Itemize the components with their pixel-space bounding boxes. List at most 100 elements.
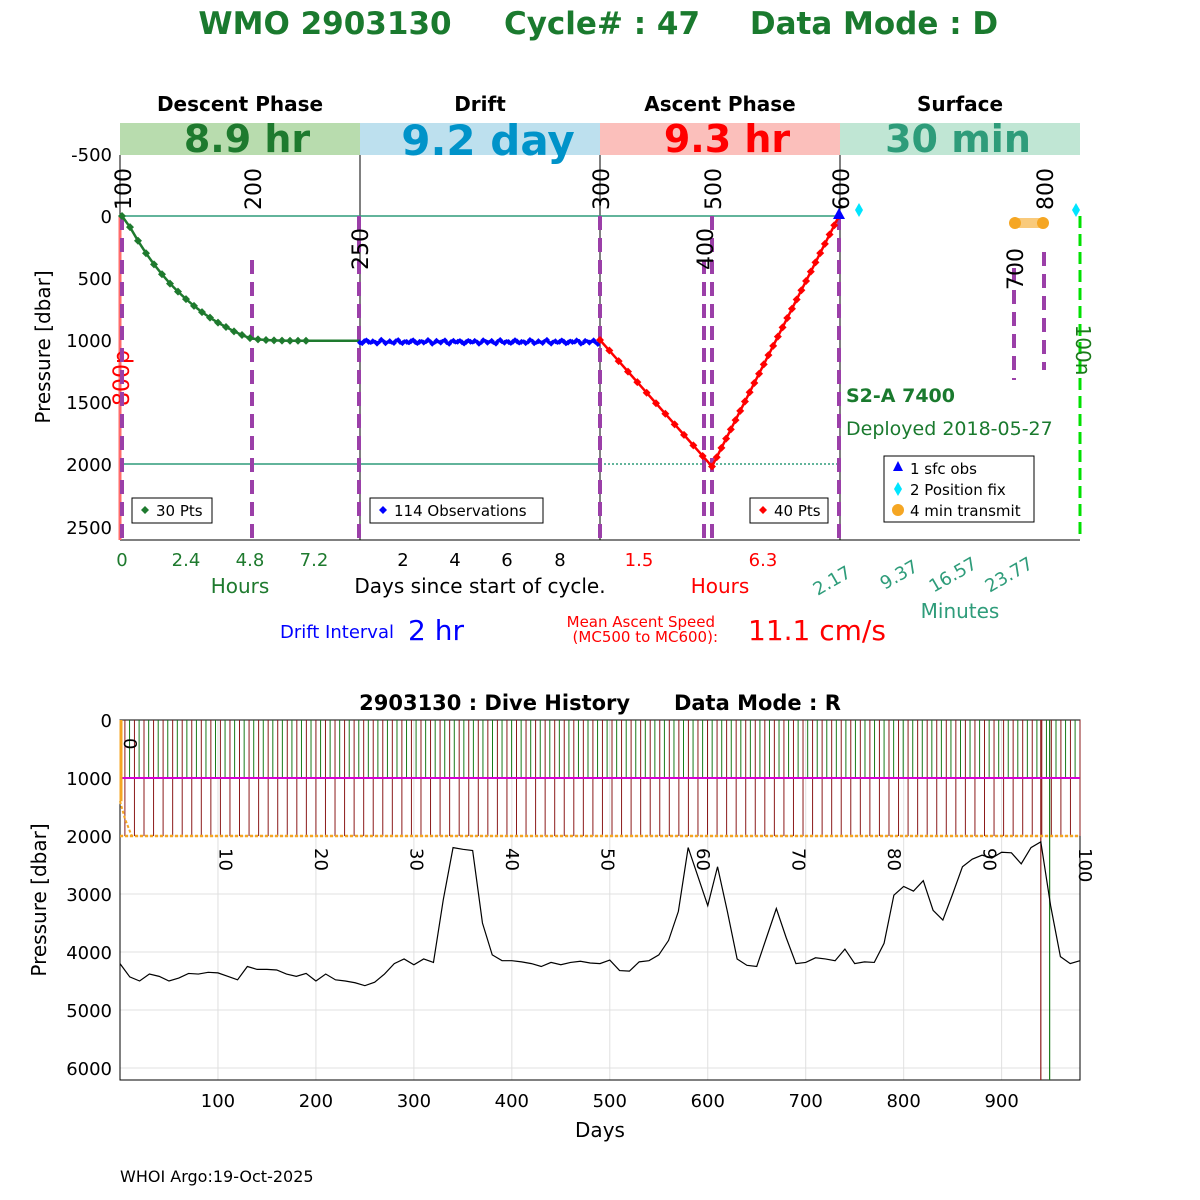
descent-duration-band (120, 123, 360, 155)
drift-point (424, 336, 431, 343)
ascent-point (792, 295, 801, 304)
ascent-point (830, 221, 839, 230)
descent-point (238, 331, 246, 340)
bottom-x-tick-label: 300 (397, 1091, 431, 1112)
mc-label: 300 (590, 168, 615, 210)
bottom-x-tick-label: 700 (789, 1091, 823, 1112)
ascent-point (614, 357, 623, 366)
drift-point (535, 338, 542, 345)
mc-markers (120, 216, 1046, 540)
drift-x-tick: 2 (397, 550, 408, 571)
ascent-point (680, 430, 688, 439)
descent-point (166, 279, 174, 288)
surface-x-tick: 23.77 (982, 553, 1037, 597)
drift-point (543, 336, 550, 343)
ascent-point (624, 367, 632, 376)
title-data-mode: Data Mode : D (750, 6, 998, 42)
descent-legend-text: 30 Pts (156, 502, 203, 520)
bottom-y-tick-label: 4000 (66, 943, 112, 964)
drift-point (373, 340, 380, 347)
drift-point (454, 338, 461, 345)
bottom-y-tick-label: 0 (101, 711, 112, 732)
phase-title-ascent: Ascent Phase (644, 92, 795, 116)
descent-point (254, 335, 262, 344)
ascent-point (820, 239, 829, 248)
bottom-reference-lines (119, 720, 1080, 838)
drift-point (577, 340, 584, 347)
ascent-point (750, 378, 759, 387)
drift-point (548, 340, 555, 347)
descent-line (120, 215, 360, 342)
deployment-date: Deployed 2018-05-27 (846, 418, 1053, 440)
ascent-x-label: Hours (691, 574, 750, 598)
drift-duration-band (360, 123, 600, 155)
descent-x-tick: 2.4 (172, 550, 201, 571)
cycle-label: 10 (215, 848, 236, 871)
drift-point (395, 337, 402, 344)
surface-duration-band (840, 123, 1080, 155)
cycle-labels: 0 10 20 30 40 50 60 70 80 90 100 (119, 738, 1095, 882)
drift-point (560, 338, 567, 345)
ascent-point (712, 453, 721, 462)
descent-point (230, 327, 238, 336)
float-type: S2-A 7400 (846, 385, 955, 407)
descent-point (134, 236, 142, 245)
drift-point (497, 336, 504, 343)
mc-label: 800 (1034, 168, 1059, 210)
ascent-point (740, 397, 749, 406)
phase-title-drift: Drift (454, 92, 506, 116)
drift-point (450, 337, 457, 344)
ascent-line (599, 215, 841, 469)
top-y-tick: 2000 (66, 455, 112, 476)
phase-title-surface: Surface (917, 92, 1003, 116)
cycle-label: 50 (597, 848, 618, 871)
bottom-y-tick-label: 3000 (66, 885, 112, 906)
drift-x-label: Days since start of cycle. (354, 574, 605, 598)
phase-title-descent: Descent Phase (157, 92, 323, 116)
ascent-point (783, 314, 792, 323)
drift-point (556, 338, 563, 345)
drift-point (365, 338, 372, 345)
mc-label: 200 (242, 168, 267, 210)
ascent-point (802, 276, 811, 285)
descent-x-tick: 7.2 (300, 550, 329, 571)
bottom-y-tick-label: 2000 (66, 827, 112, 848)
drift-point (509, 338, 516, 345)
drift-series (357, 336, 602, 347)
legend-marker-ascent (759, 506, 767, 514)
cycle-lines (119, 720, 1081, 1080)
drift-point (412, 339, 419, 346)
descent-point (182, 295, 190, 304)
legend-position-fix: 2 Position fix (910, 481, 1006, 499)
drift-point (552, 338, 559, 345)
ascent-point (642, 388, 651, 397)
ascent-point (769, 341, 778, 350)
ascent-speed-value: 11.1 cm/s (748, 614, 886, 647)
drift-point (407, 338, 414, 345)
bottom-y-tick-label: 5000 (66, 1001, 112, 1022)
drift-point (565, 339, 572, 346)
ascent-point (825, 230, 834, 239)
descent-point (270, 336, 278, 345)
ascent-point (811, 258, 820, 267)
mc-label: 500 (702, 168, 727, 210)
bottom-x-axis-label: Days (575, 1118, 625, 1142)
drift-point (514, 338, 521, 345)
descent-x-tick: 0 (116, 550, 127, 571)
ascent-point (722, 434, 731, 443)
ascent-point (787, 304, 796, 313)
descent-point (198, 308, 206, 317)
surface-x-label: Minutes (921, 599, 1000, 623)
drift-point (429, 340, 436, 347)
bottom-y-tick-label: 6000 (66, 1059, 112, 1080)
drift-point (446, 340, 453, 347)
legend-sfc-obs: 1 sfc obs (910, 460, 977, 478)
cycle-label: 60 (692, 848, 713, 871)
bottom-plot-frame (119, 719, 1081, 1081)
descent-legend: 30 Pts (131, 497, 213, 524)
drift-point (433, 337, 440, 344)
bottom-x-tick-label: 800 (886, 1091, 920, 1112)
drift-point (403, 338, 410, 345)
ascent-point (797, 286, 806, 295)
descent-duration: 8.9 hr (184, 117, 311, 161)
